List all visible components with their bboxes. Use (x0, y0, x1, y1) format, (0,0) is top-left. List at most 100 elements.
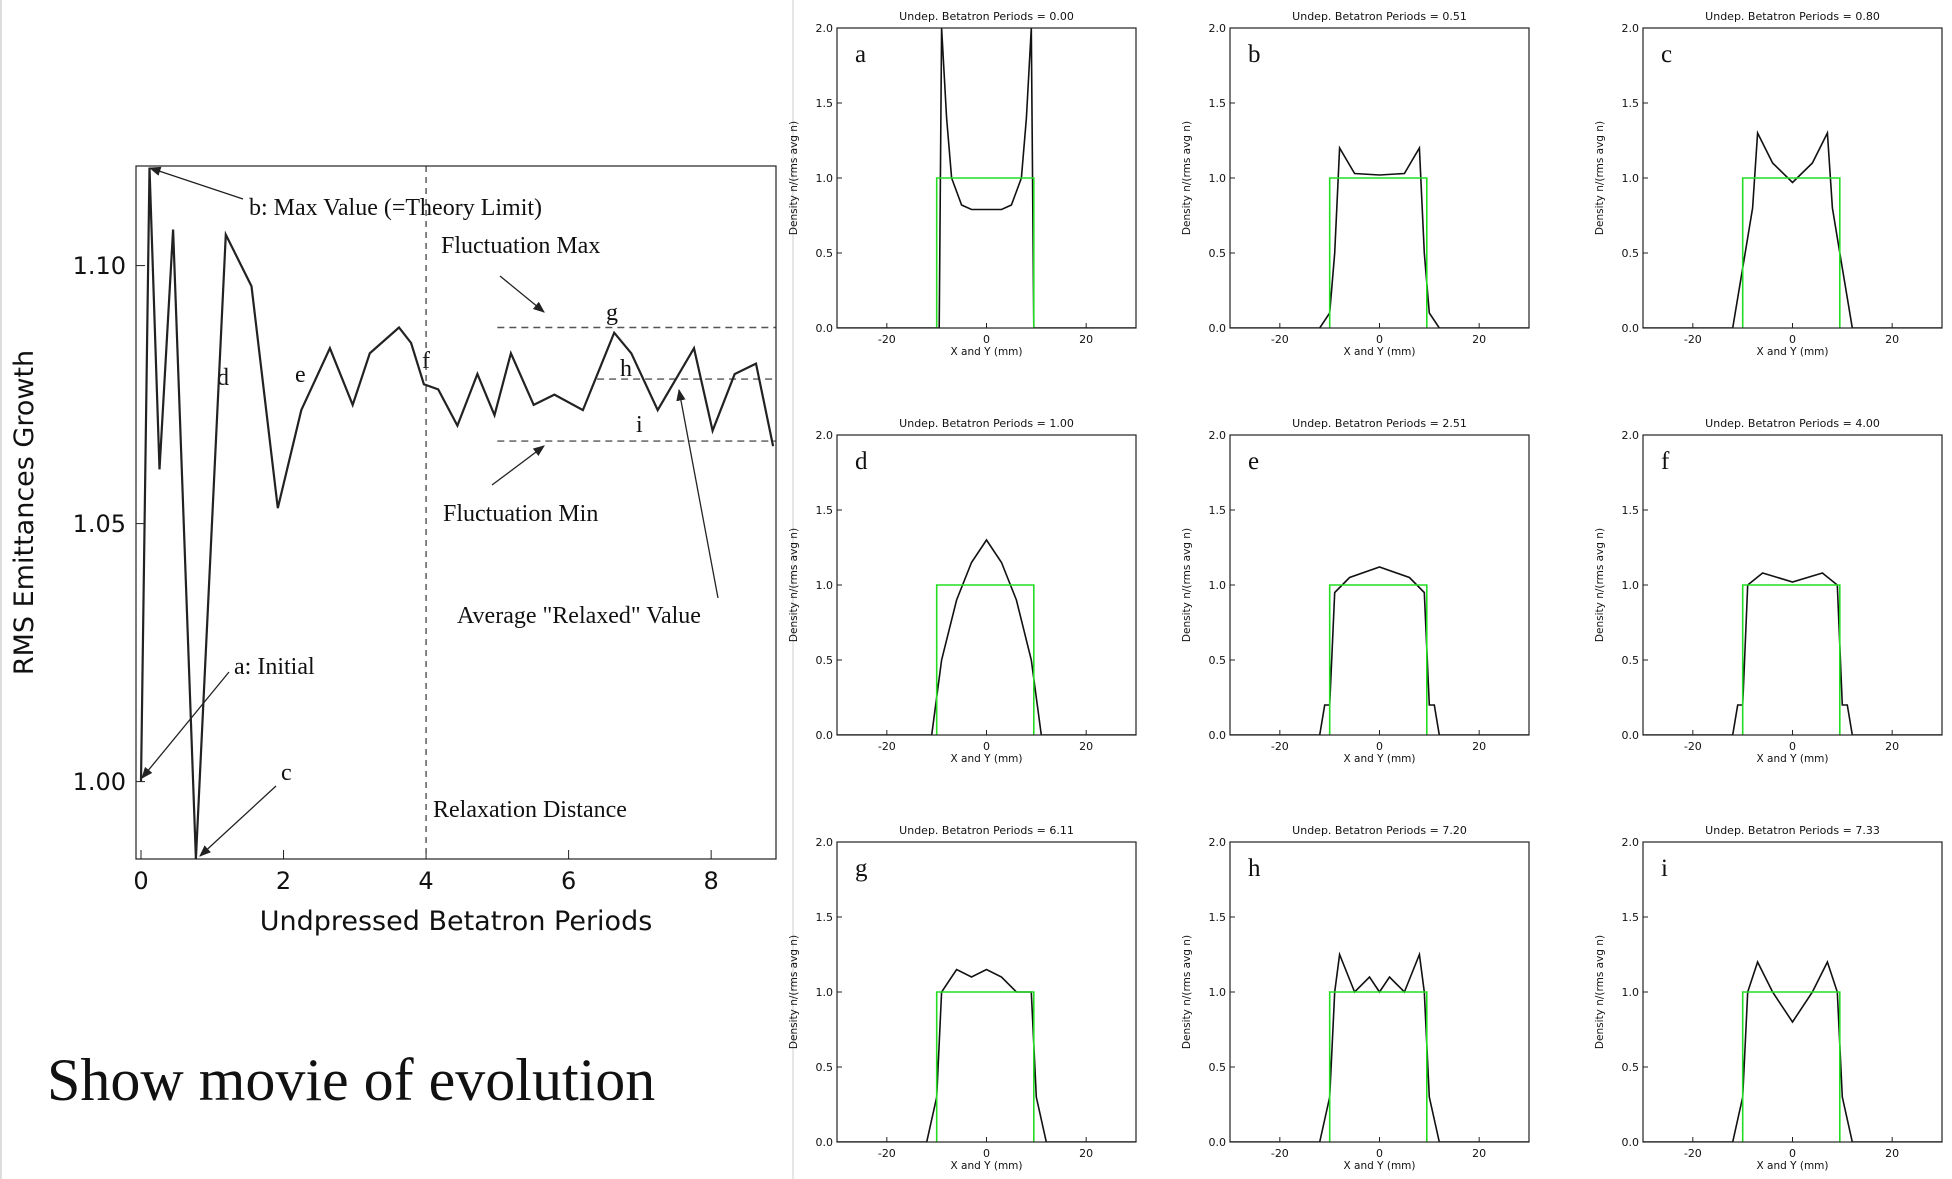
chart-title: Undep. Betatron Periods = 0.51 (1292, 10, 1467, 23)
y-tick-label: 0.0 (816, 1136, 834, 1149)
data-line (1328, 177, 1428, 328)
x-tick-label: -20 (1271, 740, 1289, 753)
data-line (935, 991, 1035, 1142)
y-tick-label: 2.0 (1622, 836, 1640, 849)
arrow (141, 671, 230, 779)
x-axis-label: X and Y (mm) (1756, 753, 1828, 765)
data-line (837, 538, 1136, 735)
x-axis-label: X and Y (mm) (950, 1160, 1022, 1172)
chart-title: Undep. Betatron Periods = 7.33 (1705, 824, 1880, 837)
y-tick-label: 1.0 (1622, 579, 1640, 592)
y-axis-label: Density n/(rms avg n) (788, 528, 800, 642)
x-tick-label: 20 (1472, 740, 1486, 753)
annotation: Fluctuation Min (443, 501, 598, 527)
chart-title: Undep. Betatron Periods = 1.00 (899, 417, 1074, 430)
arrow (199, 785, 277, 857)
y-tick-label: 1.0 (1209, 986, 1227, 999)
x-tick-label: 0 (1789, 1147, 1796, 1160)
panel-label: f (1661, 448, 1670, 475)
chart: 0.0 0.5 1.0 1.5 2.0 -20 0 20 X and Y (mm) Density… (1181, 417, 1530, 765)
y-axis-label: Density n/(rms avg n) (788, 121, 800, 235)
chart-title: Undep. Betatron Periods = 0.80 (1705, 10, 1880, 23)
y-tick-label: 1.5 (1209, 911, 1227, 924)
x-tick-label: 0 (983, 740, 990, 753)
x-tick-label: 20 (1885, 1147, 1899, 1160)
y-tick-label: 1.0 (816, 172, 834, 185)
y-tick-label: 1.0 (1209, 172, 1227, 185)
y-tick-label: 2.0 (1622, 429, 1640, 442)
y-tick-label: 2.0 (816, 429, 834, 442)
y-tick-label: 0.0 (816, 729, 834, 742)
y-tick-label: 0.0 (1209, 729, 1227, 742)
chart: 0.0 0.5 1.0 1.5 2.0 -20 0 20 X and Y (mm) Density… (788, 824, 1137, 1172)
y-tick-label: 0.5 (1209, 1061, 1227, 1074)
x-tick-label: 20 (1079, 740, 1093, 753)
y-tick-label: 0.0 (816, 322, 834, 335)
data-line (1741, 177, 1841, 328)
data-line (139, 167, 775, 859)
y-tick-label: 1.0 (816, 579, 834, 592)
annotation: c (281, 760, 292, 786)
plot-frame (1642, 27, 1943, 329)
x-tick-label: 2 (276, 867, 291, 895)
chart: 0.0 0.5 1.0 1.5 2.0 -20 0 20 X and Y (mm) Density… (788, 417, 1137, 765)
annotation: i (636, 412, 643, 438)
x-tick-label: -20 (1684, 1147, 1702, 1160)
data-line (1741, 584, 1841, 735)
x-tick-label: -20 (1684, 333, 1702, 346)
x-tick-label: -20 (878, 1147, 896, 1160)
x-tick-label: 8 (704, 867, 719, 895)
y-axis-label: RMS Emittances Growth (9, 350, 40, 675)
data-line (1230, 566, 1529, 735)
chart: 0.0 0.5 1.0 1.5 2.0 -20 0 20 X and Y (mm) Density… (1594, 10, 1943, 358)
annotation: Relaxation Distance (433, 797, 627, 823)
x-tick-label: -20 (1271, 333, 1289, 346)
annotation: f (422, 348, 430, 374)
y-tick-label: 0.5 (1209, 654, 1227, 667)
annotation: b: Max Value (=Theory Limit) (249, 195, 542, 221)
x-tick-label: 0 (1376, 333, 1383, 346)
data-line (1643, 572, 1942, 735)
x-tick-label: 4 (418, 867, 433, 895)
data-line (1741, 991, 1841, 1142)
y-tick-label: 2.0 (816, 22, 834, 35)
y-tick-label: 1.5 (816, 97, 834, 110)
arrow (148, 166, 244, 200)
x-tick-label: 0 (1376, 1147, 1383, 1160)
x-tick-label: 0 (1789, 740, 1796, 753)
y-tick-label: 1.5 (1622, 97, 1640, 110)
annotation: Fluctuation Max (441, 233, 600, 259)
panel-label: e (1248, 448, 1259, 475)
x-tick-label: 20 (1079, 1147, 1093, 1160)
y-tick-label: 2.0 (1622, 22, 1640, 35)
y-axis-label: Density n/(rms avg n) (1594, 121, 1606, 235)
y-axis-label: Density n/(rms avg n) (1181, 121, 1193, 235)
x-axis-label: X and Y (mm) (1343, 753, 1415, 765)
y-tick-label: 2.0 (816, 836, 834, 849)
annotation: h (620, 356, 632, 382)
data-line (935, 177, 1035, 328)
x-axis-label: X and Y (mm) (950, 346, 1022, 358)
y-tick-label: 0.0 (1622, 1136, 1640, 1149)
y-tick-label: 1.5 (816, 911, 834, 924)
x-axis-label: X and Y (mm) (1756, 1160, 1828, 1172)
plot-frame (1642, 434, 1943, 736)
y-axis-label: Density n/(rms avg n) (1181, 935, 1193, 1049)
y-tick-label: 0.5 (1209, 247, 1227, 260)
y-axis-label: Density n/(rms avg n) (788, 935, 800, 1049)
annotations: b: Max Value (=Theory Limit) Fluctuation… (141, 166, 719, 857)
x-tick-label: 20 (1472, 1147, 1486, 1160)
caption: Show movie of evolution (47, 1047, 655, 1113)
y-tick-label: 2.0 (1209, 22, 1227, 35)
chart: 0.0 0.5 1.0 1.5 2.0 -20 0 20 X and Y (mm) Density… (1181, 824, 1530, 1172)
data-line (1643, 130, 1942, 328)
x-tick-label: 20 (1885, 333, 1899, 346)
x-tick-label: -20 (878, 740, 896, 753)
data-line (1230, 145, 1529, 328)
data-line (837, 28, 1136, 328)
y-tick-label: 2.0 (1209, 429, 1227, 442)
y-tick-label: 0.0 (1209, 1136, 1227, 1149)
plot-frame (135, 165, 777, 860)
panel-label: c (1661, 41, 1672, 68)
